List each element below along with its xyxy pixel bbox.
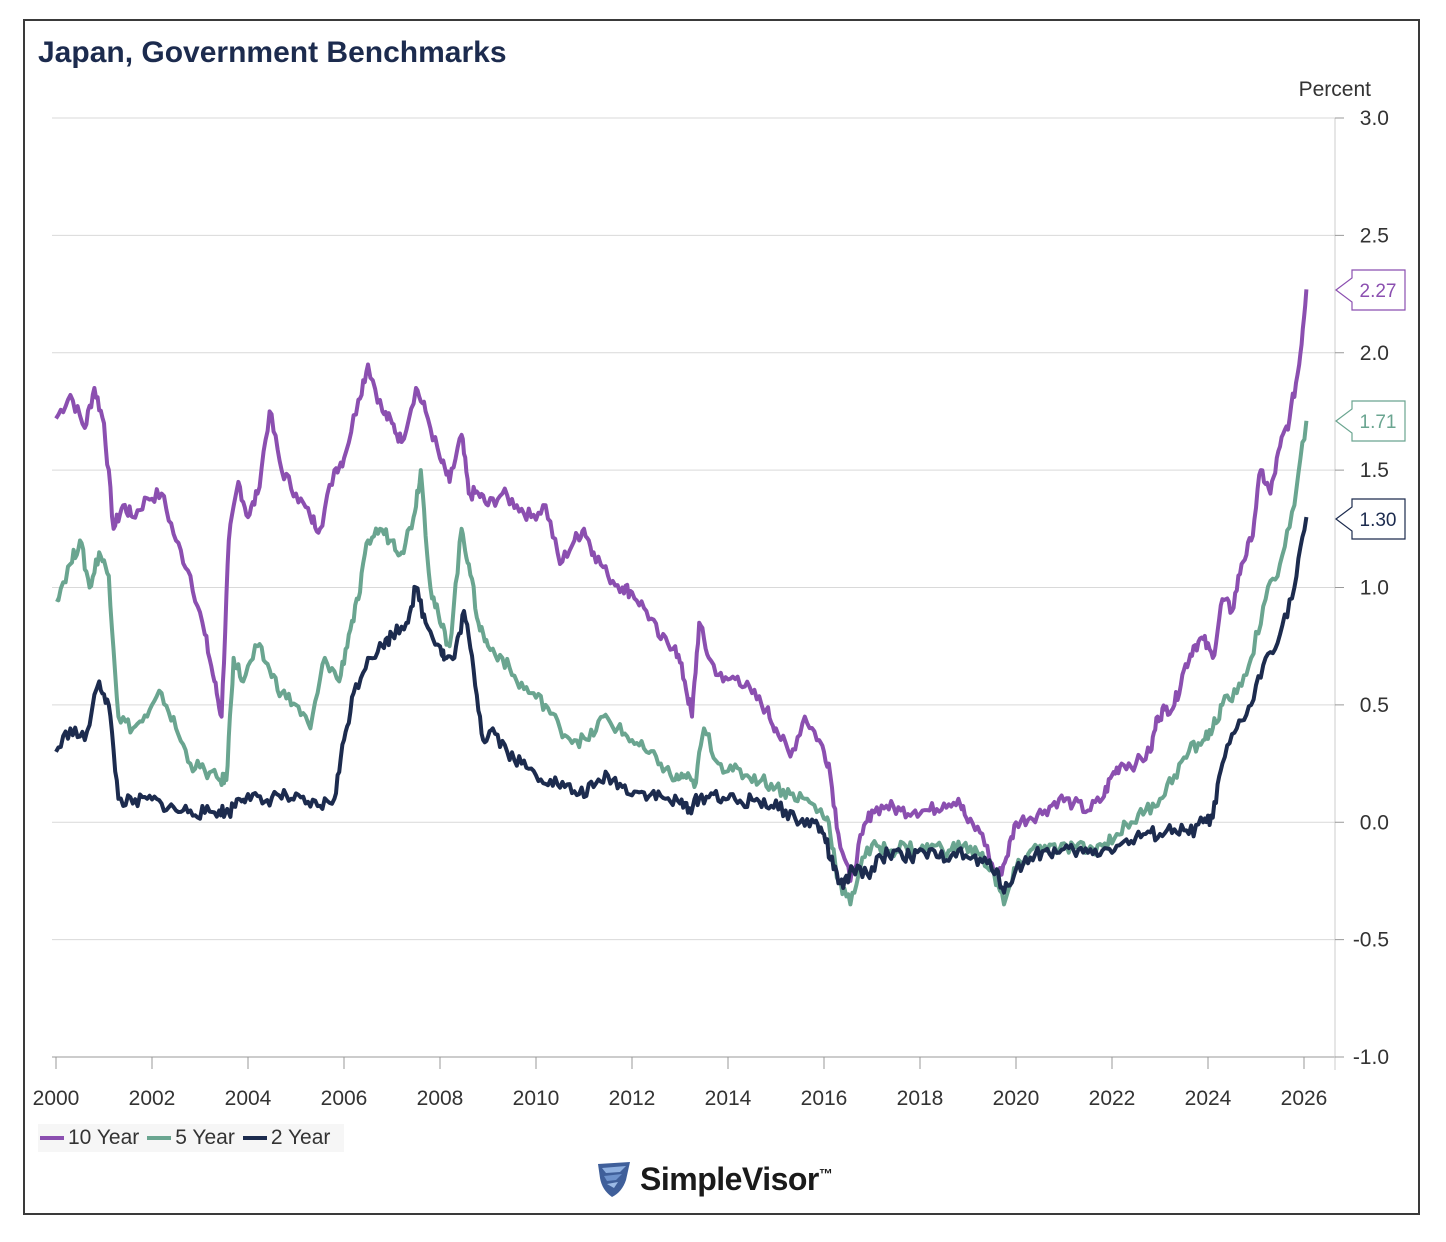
brand-logo: SimpleVisor™ bbox=[596, 1160, 833, 1198]
y-tick-label: 0.0 bbox=[1360, 811, 1389, 834]
legend: 10 Year 5 Year 2 Year bbox=[38, 1124, 345, 1152]
x-tick-labels: 2000 2002 2004 2006 2008 2010 2012 2014 2016 2018… bbox=[33, 1057, 1328, 1110]
x-tick-label: 2008 bbox=[417, 1087, 464, 1110]
x-tick-label: 2026 bbox=[1281, 1087, 1328, 1110]
x-tick-label: 2000 bbox=[33, 1087, 80, 1110]
series-line-10-year bbox=[54, 289, 1309, 883]
chart-frame bbox=[23, 19, 1420, 1215]
x-tick-label: 2004 bbox=[225, 1087, 272, 1110]
callout-box-2-year bbox=[1335, 498, 1406, 540]
y-axis-unit-label: Percent bbox=[1299, 78, 1372, 101]
y-tick-label: 1.0 bbox=[1360, 577, 1389, 600]
series-lines bbox=[54, 289, 1309, 907]
y-tick-label: 2.5 bbox=[1360, 224, 1389, 247]
callout-box-10-year bbox=[1335, 269, 1406, 311]
y-tick-label: 2.0 bbox=[1360, 342, 1389, 365]
brand-name: SimpleVisor™ bbox=[640, 1160, 833, 1198]
legend-label-5-year: 5 Year bbox=[175, 1126, 235, 1149]
last-value-callout-2-year: 1.30 bbox=[1335, 498, 1406, 540]
last-value-callout-10-year: 2.27 bbox=[1335, 269, 1406, 311]
callout-value-2-year: 1.30 bbox=[1360, 510, 1397, 531]
y-tick-label: 0.5 bbox=[1360, 694, 1389, 717]
callout-box-5-year bbox=[1335, 400, 1406, 442]
last-value-callout-5-year: 1.71 bbox=[1335, 400, 1406, 442]
x-tick-label: 2012 bbox=[609, 1087, 656, 1110]
legend-item-2-year[interactable]: 2 Year bbox=[242, 1126, 331, 1150]
callout-value-10-year: 2.27 bbox=[1360, 281, 1397, 302]
x-tick-label: 2024 bbox=[1185, 1087, 1232, 1110]
x-tick-label: 2002 bbox=[129, 1087, 176, 1110]
x-tick-label: 2010 bbox=[513, 1087, 560, 1110]
y-tick-label: 1.5 bbox=[1360, 459, 1389, 482]
last-value-callouts: 2.27 1.71 1.30 bbox=[1335, 269, 1406, 540]
callout-value-5-year: 1.71 bbox=[1360, 412, 1397, 433]
legend-label-10-year: 10 Year bbox=[68, 1126, 140, 1149]
chart-title: Japan, Government Benchmarks bbox=[38, 36, 507, 69]
y-tick-label: -1.0 bbox=[1353, 1046, 1389, 1069]
series-line-2-year bbox=[54, 516, 1309, 895]
x-tick-label: 2020 bbox=[993, 1087, 1040, 1110]
legend-item-10-year[interactable]: 10 Year bbox=[40, 1126, 139, 1150]
x-tick-label: 2006 bbox=[321, 1087, 368, 1110]
y-tick-labels: 3.0 2.5 2.0 1.5 1.0 0.5 0.0 -0.5 -1.0 bbox=[1335, 107, 1389, 1069]
x-tick-label: 2018 bbox=[897, 1087, 944, 1110]
legend-swatch-2-year bbox=[242, 1136, 267, 1140]
x-tick-label: 2014 bbox=[705, 1087, 752, 1110]
series-line-5-year bbox=[55, 420, 1309, 907]
x-tick-label: 2022 bbox=[1089, 1087, 1136, 1110]
legend-label-2-year: 2 Year bbox=[270, 1126, 331, 1149]
x-tick-label: 2016 bbox=[801, 1087, 848, 1110]
axes bbox=[52, 118, 1336, 1070]
trademark-mark: ™ bbox=[818, 1164, 833, 1181]
y-tick-label: -0.5 bbox=[1353, 929, 1389, 952]
brand-name-text: SimpleVisor bbox=[640, 1160, 819, 1197]
shield-icon bbox=[598, 1162, 630, 1197]
legend-swatch-10-year bbox=[40, 1136, 64, 1140]
legend-item-5-year[interactable]: 5 Year bbox=[147, 1126, 235, 1150]
legend-swatch-5-year bbox=[147, 1136, 172, 1140]
y-tick-label: 3.0 bbox=[1360, 107, 1389, 130]
